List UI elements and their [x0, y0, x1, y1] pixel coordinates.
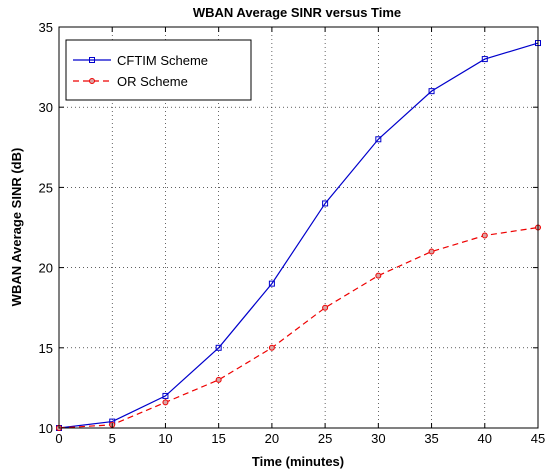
series-0-marker	[162, 392, 169, 399]
series-0-marker	[428, 88, 435, 95]
x-tick-label: 0	[55, 431, 62, 446]
series-layer	[56, 40, 541, 431]
x-axis-tick-labels: 0 5 10 15 20 25 30 35 40 45	[55, 431, 545, 446]
grid-lines	[59, 27, 538, 428]
series-0-marker	[322, 200, 329, 207]
series-1-marker	[162, 399, 169, 406]
x-tick-label: 45	[531, 431, 545, 446]
series-1-marker	[481, 232, 488, 239]
series-1-line	[58, 226, 539, 429]
x-tick-label: 35	[424, 431, 438, 446]
series-0-marker	[375, 136, 382, 143]
series-0-line	[58, 42, 539, 429]
y-tick-label: 20	[39, 261, 53, 276]
legend-label: CFTIM Scheme	[117, 53, 208, 68]
x-tick-label: 10	[158, 431, 172, 446]
series-1-marker	[268, 344, 275, 351]
x-axis-label: Time (minutes)	[252, 454, 344, 469]
series-0-group	[56, 40, 541, 431]
series-1-marker	[375, 272, 382, 279]
y-tick-label: 25	[39, 180, 53, 195]
y-tick-label: 35	[39, 20, 53, 35]
x-tick-label: 25	[318, 431, 332, 446]
series-0-marker	[481, 56, 488, 63]
chart-title: WBAN Average SINR versus Time	[193, 5, 401, 20]
y-tick-label: 10	[39, 421, 53, 436]
x-tick-label: 30	[371, 431, 385, 446]
x-tick-label: 5	[109, 431, 116, 446]
series-1-marker	[428, 248, 435, 255]
series-1-marker	[215, 376, 222, 383]
series-0-marker	[215, 344, 222, 351]
series-1-group	[56, 224, 541, 431]
x-tick-label: 40	[478, 431, 492, 446]
legend-box	[65, 39, 252, 101]
axis-ticks	[58, 26, 539, 429]
legend-entry-0: CFTIM Scheme	[73, 53, 208, 68]
x-tick-label: 20	[265, 431, 279, 446]
x-tick-label: 15	[211, 431, 225, 446]
series-1-marker	[322, 304, 329, 311]
y-axis-label: WBAN Average SINR (dB)	[9, 148, 24, 307]
legend-swatch-marker	[89, 78, 95, 84]
y-tick-label: 30	[39, 100, 53, 115]
y-axis-tick-labels: 10 15 20 25 30 35	[39, 20, 53, 436]
legend: CFTIM Scheme OR Scheme	[65, 39, 252, 101]
legend-swatch-marker	[89, 57, 95, 63]
legend-label: OR Scheme	[117, 74, 188, 89]
legend-entry-1: OR Scheme	[73, 74, 188, 89]
series-0-marker	[268, 280, 275, 287]
plot-frame	[58, 26, 539, 429]
y-tick-label: 15	[39, 341, 53, 356]
